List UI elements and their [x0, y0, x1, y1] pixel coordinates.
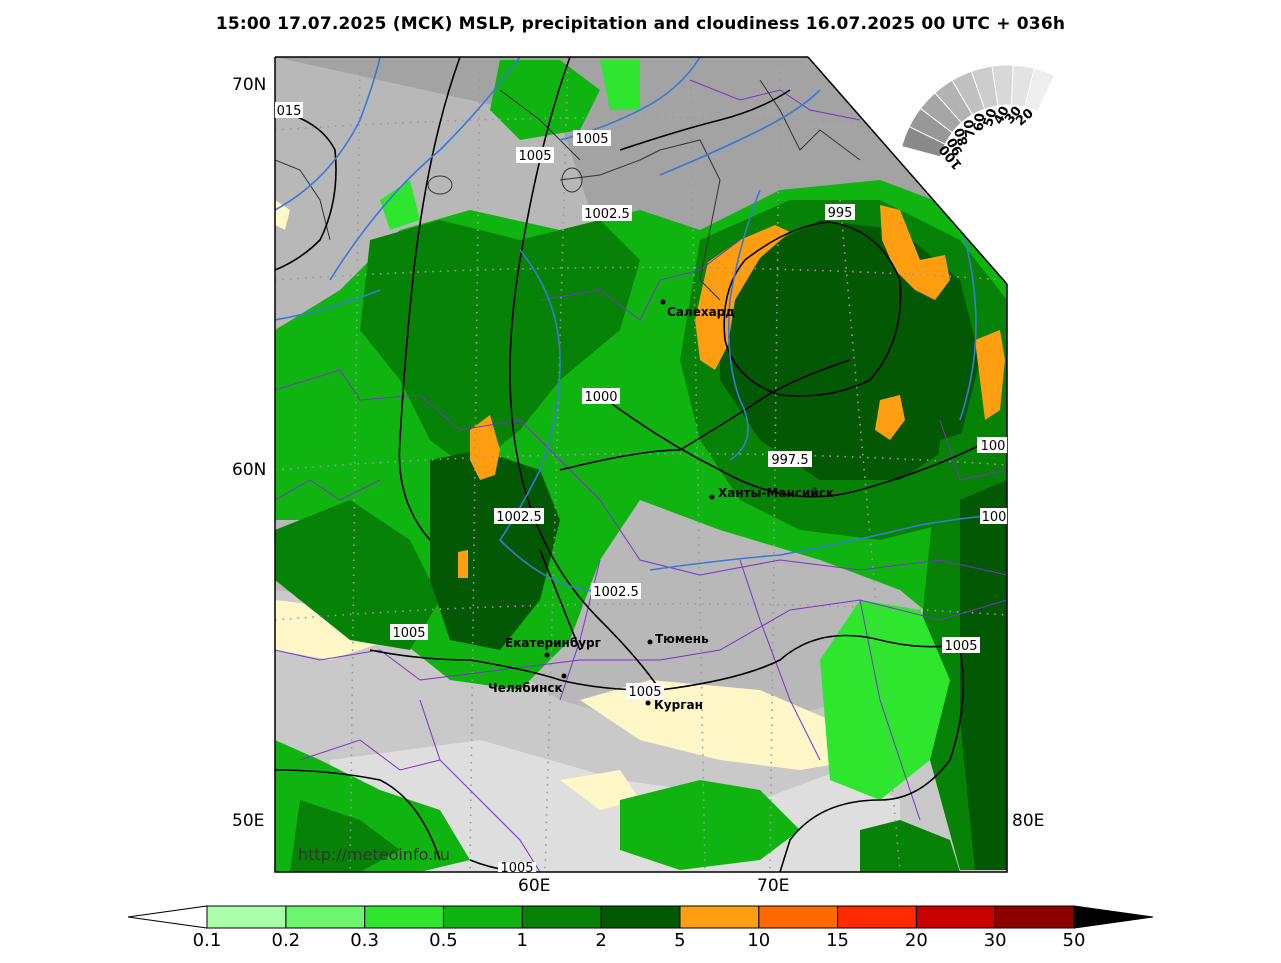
isobar-label: 100 [982, 510, 1007, 525]
city-label-chelyabinsk: Челябинск [488, 681, 563, 695]
isobars-blue [275, 57, 1007, 593]
isobar-labels: 015 1005 1005 1002.5 995 1000 997.5 100 … [275, 102, 1007, 876]
colorbar-segment [600, 905, 681, 929]
colorbar-segment [285, 905, 366, 929]
isobar-label: 1005 [500, 861, 533, 876]
colorbar-tick-label: 50 [1062, 930, 1086, 951]
colorbar-tick-label: 0.5 [429, 930, 458, 951]
colorbar-tick-label: 10 [747, 930, 771, 951]
colorbar-tick-label: 0.1 [192, 930, 222, 951]
colorbar-tick-label: 0.2 [271, 930, 301, 951]
cloud-scale-sector [1024, 67, 1056, 113]
colorbar-segment [915, 905, 996, 929]
colorbar-tick-label: 0.3 [350, 930, 379, 951]
city-label-khanty-mansiysk: Ханты-Мансийск [718, 486, 834, 500]
isobar-label: 1005 [944, 639, 977, 654]
isobar-label: 1005 [575, 132, 608, 147]
colorbar-tick-label: 2 [595, 930, 607, 951]
precipitation-colorbar [127, 905, 1154, 929]
cloud-scale-label: 40 [991, 104, 1013, 127]
lon-label-80e: 80E [1012, 811, 1045, 831]
map-edge-diagonal [807, 56, 1008, 285]
cloudiness-scale [901, 64, 1056, 158]
isobar-label: 995 [828, 206, 853, 221]
colorbar-segment [206, 905, 287, 929]
isobar-label: 1002.5 [584, 207, 630, 222]
colorbar-tick-label: 30 [983, 930, 1007, 951]
cloud-scale-label: 70 [962, 119, 979, 139]
city-label-kurgan: Курган [654, 698, 703, 712]
lon-label-70e: 70E [757, 876, 790, 896]
map-title: 15:00 17.07.2025 (МСК) MSLP, precipitati… [215, 14, 1066, 34]
isobar-label: 997.5 [771, 453, 808, 468]
city-label-tyumen: Тюмень [655, 632, 709, 646]
cloud-scale-label: 80 [952, 126, 972, 148]
isobar-label: 1002.5 [593, 585, 639, 600]
lon-label-60e: 60E [518, 876, 551, 896]
map-field [275, 57, 1007, 872]
colorbar-segment [994, 905, 1075, 929]
colorbar-over-arrow [1073, 905, 1154, 929]
city-label-salekhard: Салехард [667, 305, 735, 319]
region-borders [275, 79, 1007, 872]
isobar-label: 1005 [518, 149, 551, 164]
isobars-black [275, 57, 1007, 872]
colorbar-under-arrow [127, 905, 208, 929]
city-label-yekaterinburg: Екатеринбург [505, 636, 601, 650]
coordinate-grid [275, 57, 1007, 872]
isobar-label: 1005 [392, 626, 425, 641]
lat-label-60n: 60N [232, 460, 267, 480]
colorbar-tick-label: 15 [826, 930, 849, 951]
colorbar-tick-label: 5 [674, 930, 686, 951]
lat-label-70n: 70N [232, 75, 267, 95]
isobar-label: 1000 [584, 390, 617, 405]
isobar-label: 015 [277, 104, 302, 119]
watermark-text: http://meteoinfo.ru [298, 845, 450, 864]
colorbar-segment [521, 905, 602, 929]
isobar-label: 1002.5 [496, 510, 542, 525]
colorbar-segment [679, 905, 760, 929]
colorbar-segment [837, 905, 917, 929]
colorbar-segment [364, 905, 444, 929]
isobar-label: 1005 [628, 685, 661, 700]
lon-label-50e: 50E [232, 811, 265, 831]
colorbar-segment [758, 905, 839, 929]
cloud-scale-label: 50 [981, 107, 1000, 129]
cloud-scale-label: 60 [972, 112, 989, 131]
isobar-label: 100 [981, 439, 1006, 454]
colorbar-segment [442, 905, 523, 929]
colorbar-tick-label: 20 [904, 930, 928, 951]
city-markers: Салехард Ханты-Мансийск Тюмень Екатеринб… [488, 299, 834, 712]
colorbar-tick-label: 1 [516, 930, 528, 951]
